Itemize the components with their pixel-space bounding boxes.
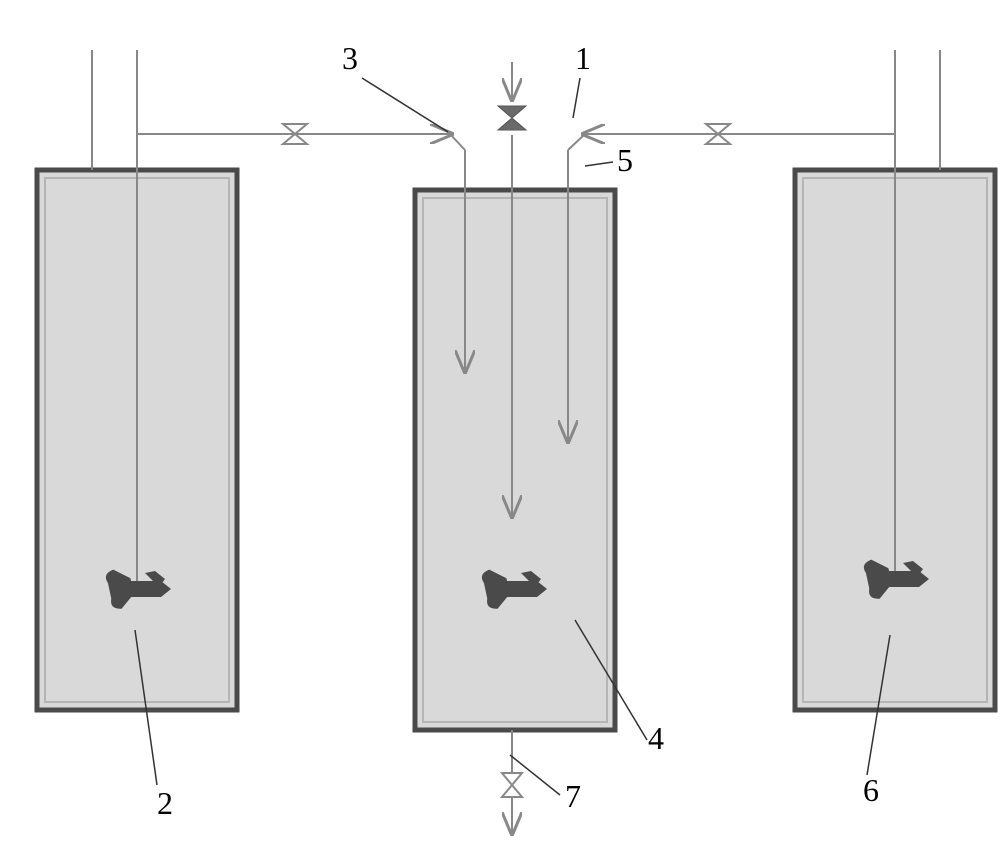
label-6: 6 (863, 772, 879, 809)
center-tank (415, 190, 615, 730)
valve-icon (502, 773, 522, 797)
process-diagram (0, 0, 1000, 846)
valve-icon (498, 106, 526, 130)
label-3: 3 (342, 40, 358, 77)
label-7: 7 (565, 778, 581, 815)
label-2: 2 (157, 785, 173, 822)
label-5: 5 (617, 142, 633, 179)
label-1: 1 (575, 40, 591, 77)
top-piping (137, 124, 895, 170)
label-4: 4 (648, 720, 664, 757)
bottom-outlet (502, 730, 522, 832)
